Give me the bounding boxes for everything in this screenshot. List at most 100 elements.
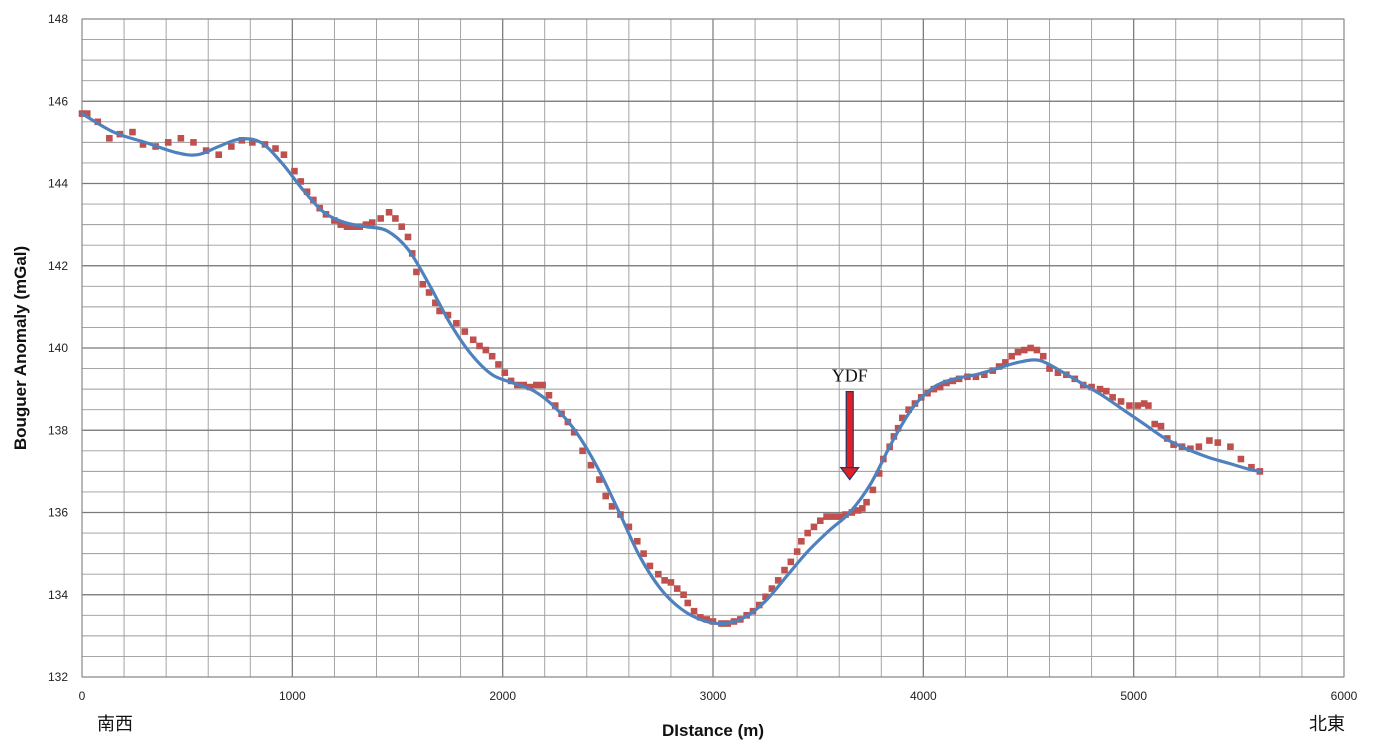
scatter-point bbox=[249, 139, 256, 146]
scatter-point bbox=[190, 139, 197, 146]
fitted-line-series bbox=[80, 111, 1262, 626]
scatter-point bbox=[859, 505, 866, 512]
y-tick-label: 134 bbox=[48, 588, 68, 602]
scatter-point bbox=[1227, 443, 1234, 450]
scatter-point bbox=[362, 221, 370, 228]
x-tick-labels: 0 1000 2000 3000 4000 5000 6000 bbox=[79, 689, 1358, 703]
scatter-point bbox=[823, 513, 830, 520]
scatter-point bbox=[1187, 445, 1194, 453]
scatter-point bbox=[1140, 400, 1148, 407]
scatter-point bbox=[936, 383, 944, 391]
y-tick-label: 136 bbox=[48, 506, 68, 520]
x-tick-label: 3000 bbox=[700, 689, 727, 703]
scatter-point bbox=[1206, 437, 1213, 444]
scatter-point bbox=[1126, 402, 1133, 409]
scatter-point bbox=[633, 537, 641, 545]
scatter-point bbox=[905, 406, 912, 413]
scatter-point bbox=[432, 299, 439, 307]
scatter-point bbox=[488, 352, 496, 360]
ydf-annotation: YDF bbox=[832, 366, 868, 481]
scatter-point bbox=[1109, 394, 1116, 401]
y-tick-label: 148 bbox=[48, 12, 68, 26]
scatter-point bbox=[1046, 365, 1053, 372]
scatter-point bbox=[1008, 352, 1015, 360]
scatter-point bbox=[690, 607, 698, 615]
scatter-point bbox=[297, 178, 305, 185]
x-tick-label: 4000 bbox=[910, 689, 937, 703]
scatter-point bbox=[482, 346, 490, 354]
scatter-point bbox=[419, 280, 427, 288]
scatter-point bbox=[343, 223, 351, 230]
scatter-point bbox=[337, 221, 345, 228]
scatter-point bbox=[640, 550, 647, 557]
scatter-point bbox=[762, 593, 769, 601]
scatter-point bbox=[646, 562, 654, 570]
scatter-point bbox=[1054, 369, 1062, 376]
scatter-point bbox=[703, 616, 710, 623]
x-tick-label: 5000 bbox=[1120, 689, 1147, 703]
scatter-point bbox=[83, 110, 91, 117]
scatter-point bbox=[495, 361, 502, 368]
y-tick-label: 138 bbox=[48, 423, 68, 437]
scatter-point bbox=[680, 591, 687, 599]
y-tick-label: 132 bbox=[48, 670, 68, 684]
scatter-point bbox=[1151, 420, 1158, 428]
scatter-point bbox=[272, 145, 279, 152]
x-tick-label: 1000 bbox=[279, 689, 306, 703]
scatter-point bbox=[798, 537, 805, 545]
scatter-point bbox=[781, 566, 788, 574]
scatter-point bbox=[377, 215, 384, 222]
scatter-point bbox=[280, 151, 288, 159]
scatter-point bbox=[526, 383, 534, 391]
ydf-label: YDF bbox=[832, 366, 868, 386]
scatter-point bbox=[684, 599, 692, 607]
scatter-point bbox=[1039, 352, 1047, 360]
scatter-point bbox=[1002, 359, 1009, 366]
scatter-point bbox=[1145, 402, 1152, 409]
y-tick-labels: 132 134 136 138 140 142 144 146 148 bbox=[48, 12, 68, 684]
scatter-point bbox=[768, 585, 776, 592]
scatter-point bbox=[579, 447, 586, 455]
scatter-point bbox=[164, 139, 172, 146]
scatter-point bbox=[673, 585, 681, 592]
ydf-arrow-head bbox=[839, 467, 860, 481]
scatter-point bbox=[596, 476, 603, 483]
scatter-point bbox=[667, 579, 675, 586]
scatter-point bbox=[533, 381, 540, 389]
scatter-point bbox=[436, 307, 443, 315]
scatter-point bbox=[972, 373, 980, 381]
scatter-point bbox=[177, 134, 185, 142]
scatter-point bbox=[1088, 383, 1095, 391]
scatter-point bbox=[303, 188, 311, 196]
scatter-point bbox=[392, 215, 399, 222]
scatter-point bbox=[863, 498, 870, 506]
scatter-point bbox=[930, 385, 938, 393]
scatter-point bbox=[215, 151, 223, 159]
scatter-point bbox=[602, 492, 610, 500]
scatter-point bbox=[1103, 387, 1110, 395]
scatter-point bbox=[1134, 402, 1142, 409]
scatter-point bbox=[350, 223, 357, 230]
scatter-point bbox=[661, 577, 668, 584]
scatter-point bbox=[1027, 344, 1034, 352]
scatter-point bbox=[291, 167, 298, 175]
y-tick-label: 146 bbox=[48, 94, 68, 108]
x-tick-label: 0 bbox=[79, 689, 86, 703]
scatter-point bbox=[1020, 346, 1028, 354]
scatter-point bbox=[804, 529, 811, 537]
x-tick-label: 2000 bbox=[489, 689, 516, 703]
scatter-point bbox=[1014, 348, 1022, 356]
scatter-point bbox=[501, 369, 509, 376]
scatter-point bbox=[425, 289, 433, 296]
scatter-point bbox=[816, 517, 824, 525]
y-tick-label: 144 bbox=[48, 177, 68, 191]
scatter-point bbox=[810, 523, 818, 531]
x-tick-label: 6000 bbox=[1331, 689, 1358, 703]
scatter-point bbox=[1248, 463, 1255, 471]
scatter-point bbox=[608, 503, 616, 510]
scatter-point bbox=[545, 391, 553, 399]
scatter-point bbox=[570, 429, 578, 436]
scatter-point bbox=[774, 577, 782, 584]
scatter-point bbox=[453, 320, 460, 327]
